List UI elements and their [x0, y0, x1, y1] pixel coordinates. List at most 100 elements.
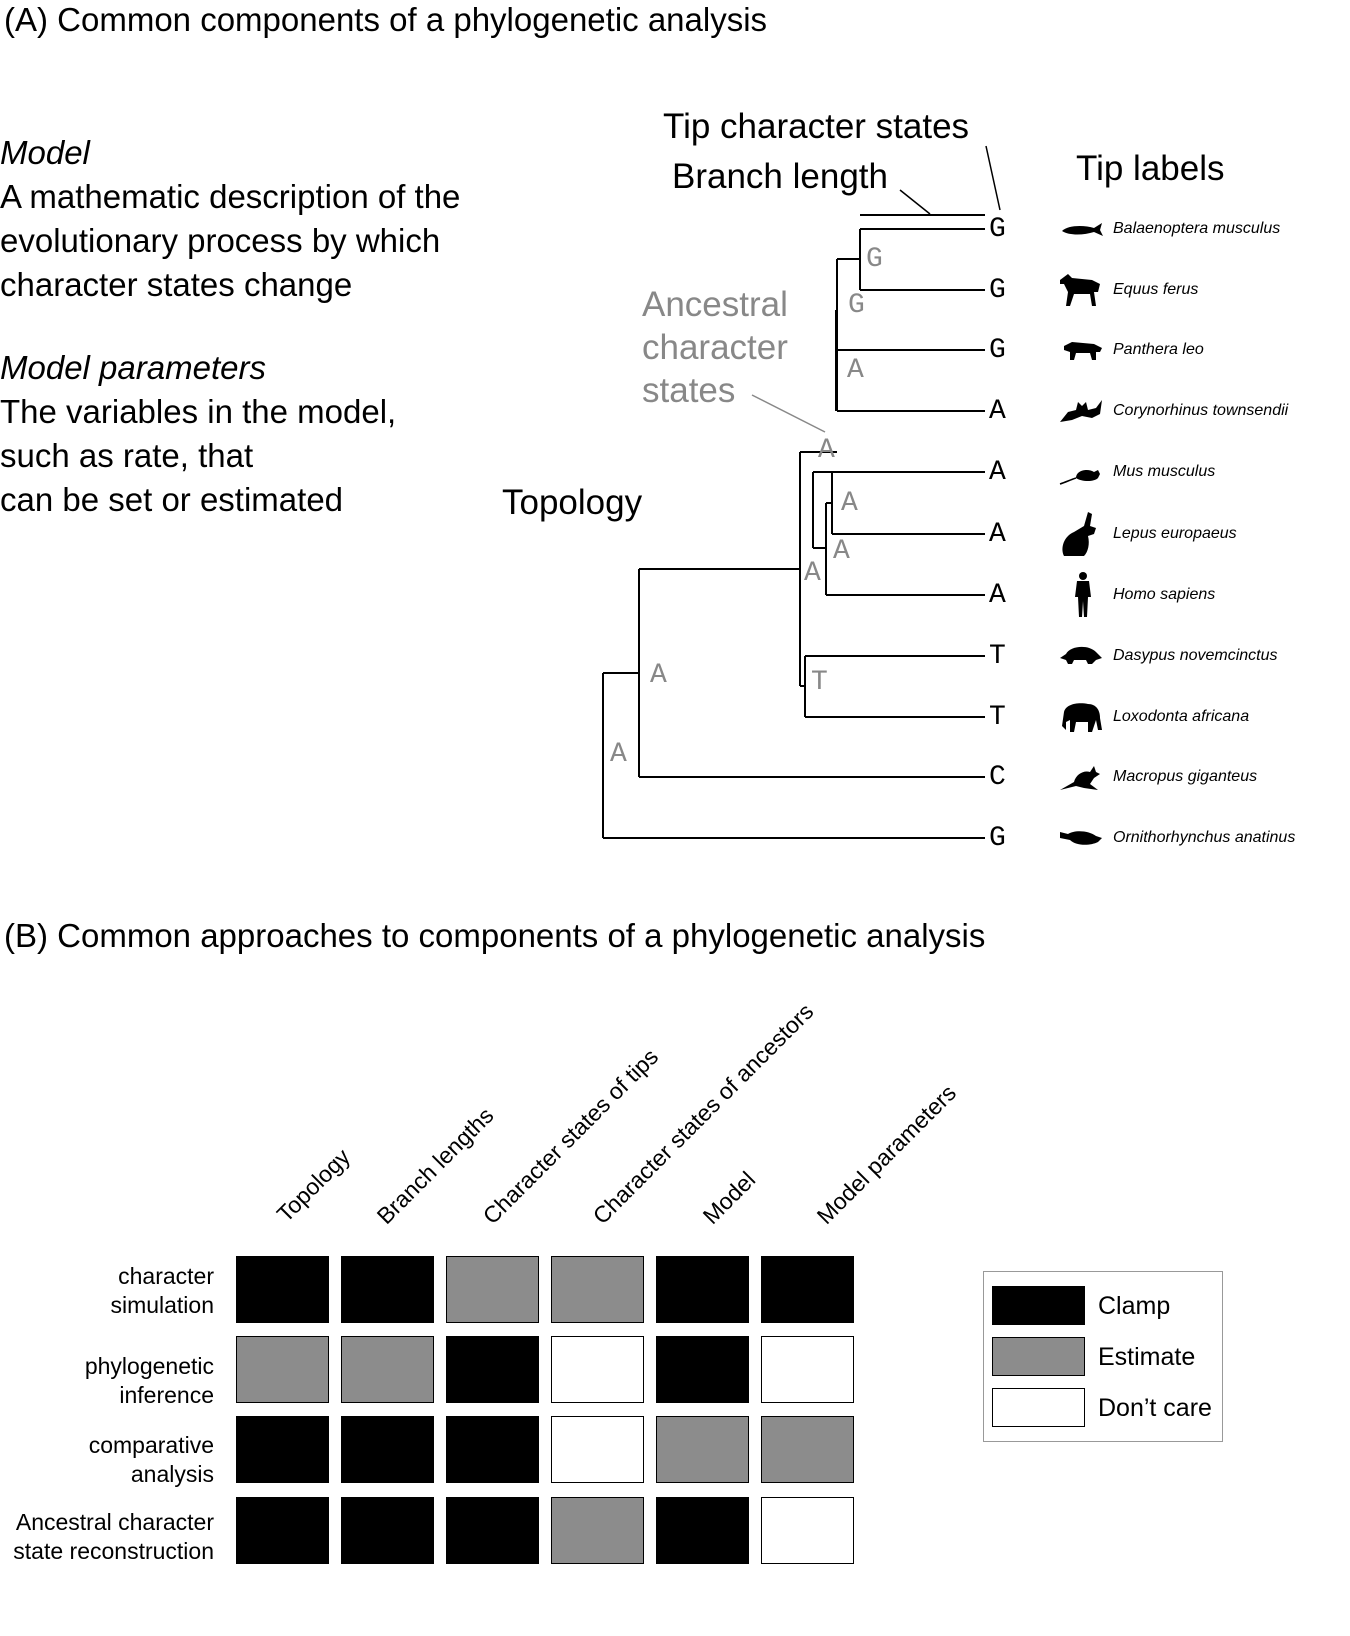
tip-state: A — [989, 580, 1006, 611]
column-header-topology: Topology — [271, 1143, 356, 1227]
tip-state: A — [989, 396, 1006, 427]
grid-cell-clamp — [656, 1256, 749, 1323]
grid-cell-clamp — [236, 1256, 329, 1323]
ancestral-state: A — [847, 355, 864, 386]
tip-label: Homo sapiens — [1113, 586, 1216, 603]
grid-cell-estimate — [341, 1336, 434, 1403]
row-header-line: Ancestral character — [15, 1509, 214, 1535]
row-header-character-simulation: character simulation — [110, 1262, 214, 1320]
grid-cell-estimate — [761, 1416, 854, 1483]
grid-cell-estimate — [551, 1497, 644, 1564]
branch-length-label: Branch length — [672, 157, 888, 196]
model-desc-line: character states change — [0, 266, 353, 303]
ancestral-state: A — [841, 488, 858, 519]
tip-label: Dasypus novemcinctus — [1113, 647, 1278, 664]
row-header-line: comparative — [88, 1432, 214, 1458]
branch-length-pointer — [899, 189, 931, 215]
tip-label: Mus musculus — [1113, 463, 1216, 480]
topology-label: Topology — [502, 483, 643, 522]
ancestral-label-line: states — [642, 371, 736, 410]
row-header-line: character — [118, 1263, 214, 1289]
grid-cell-estimate — [446, 1256, 539, 1323]
model-desc-line: A mathematic description of the — [0, 178, 461, 215]
column-header-ancestor-states: Character states of ancestors — [587, 998, 819, 1229]
phylogenetic-tree — [602, 145, 1001, 839]
tip-state: G — [989, 214, 1006, 245]
grid-cell-clamp — [341, 1256, 434, 1323]
elephant-icon — [1062, 703, 1102, 732]
legend-label-dontcare: Don’t care — [1098, 1394, 1212, 1422]
row-header-ancestral-reconstruction: Ancestral character state reconstruction — [13, 1508, 214, 1566]
tip-label: Equus ferus — [1113, 281, 1199, 298]
tip-label: Balaenoptera musculus — [1113, 220, 1281, 237]
model-definition: Model A mathematic description of the ev… — [0, 131, 460, 307]
grid-cell-estimate — [656, 1416, 749, 1483]
horse-icon — [1060, 274, 1100, 306]
tip-label: Lepus europaeus — [1113, 525, 1237, 542]
model-parameters-definition: Model parameters The variables in the mo… — [0, 346, 396, 522]
tip-label: Macropus giganteus — [1113, 768, 1258, 785]
grid-cell-clamp — [656, 1497, 749, 1564]
row-header-comparative-analysis: comparative analysis — [89, 1431, 214, 1489]
panel-a-title: (A) Common components of a phylogenetic … — [4, 1, 768, 38]
grid-cell-clamp — [761, 1256, 854, 1323]
params-desc-line: can be set or estimated — [0, 481, 344, 518]
ancestral-state: A — [818, 435, 835, 466]
grid-cell-dontcare — [551, 1416, 644, 1483]
tip-state: T — [989, 702, 1006, 733]
human-icon — [1075, 572, 1091, 617]
model-term: Model — [0, 134, 90, 171]
grid-cell-estimate — [236, 1336, 329, 1403]
kangaroo-icon — [1060, 766, 1100, 790]
grid-cell-clamp — [236, 1416, 329, 1483]
tip-character-states-label: Tip character states — [663, 107, 970, 146]
ancestral-character-states-label: Ancestral character states — [642, 283, 788, 412]
ancestral-label-line: Ancestral — [642, 285, 788, 324]
tip-label: Panthera leo — [1113, 341, 1204, 358]
column-header-model-parameters: Model parameters — [811, 1079, 962, 1229]
row-header-line: phylogenetic — [84, 1353, 214, 1379]
ancestral-states-pointer — [751, 394, 826, 433]
grid-cell-clamp — [236, 1497, 329, 1564]
row-header-line: analysis — [130, 1461, 214, 1487]
row-header-line: simulation — [110, 1292, 214, 1318]
tip-state: T — [989, 641, 1006, 672]
tip-states-pointer — [985, 145, 1001, 211]
legend-label-estimate: Estimate — [1098, 1343, 1196, 1371]
ancestral-label-line: character — [642, 328, 788, 367]
tip-state: G — [989, 335, 1006, 366]
platypus-icon — [1060, 831, 1102, 845]
ancestral-state: A — [804, 558, 821, 589]
legend-swatch-estimate — [992, 1337, 1085, 1376]
ancestral-state: G — [866, 244, 883, 275]
grid-cell-clamp — [656, 1336, 749, 1403]
ancestral-state: G — [848, 290, 865, 321]
tip-state: A — [989, 457, 1006, 488]
model-desc-line: evolutionary process by which — [0, 222, 441, 259]
bat-icon — [1060, 400, 1102, 422]
grid-cell-estimate — [551, 1256, 644, 1323]
lion-icon — [1064, 342, 1102, 360]
tip-label: Ornithorhynchus anatinus — [1113, 829, 1296, 846]
legend-swatch-clamp — [992, 1286, 1085, 1325]
column-header-tip-states: Character states of tips — [477, 1043, 664, 1229]
panel-b-title: (B) Common approaches to components of a… — [4, 917, 986, 954]
params-desc-line: such as rate, that — [0, 437, 254, 474]
legend — [983, 1271, 1223, 1442]
grid-cell-clamp — [446, 1416, 539, 1483]
grid-cell-clamp — [341, 1497, 434, 1564]
row-header-phylogenetic-inference: phylogenetic inference — [85, 1352, 214, 1410]
ancestral-state: T — [811, 667, 828, 698]
grid-cell-clamp — [341, 1416, 434, 1483]
grid-cell-clamp — [446, 1336, 539, 1403]
ancestral-state: A — [610, 739, 627, 770]
tip-state: A — [989, 519, 1006, 550]
legend-swatch-dontcare — [992, 1388, 1085, 1427]
hare-icon — [1062, 512, 1096, 556]
tip-state: G — [989, 823, 1006, 854]
row-header-line: state reconstruction — [13, 1538, 214, 1564]
row-header-line: inference — [119, 1382, 214, 1408]
tip-label: Corynorhinus townsendii — [1113, 402, 1289, 419]
legend-label-clamp: Clamp — [1098, 1292, 1171, 1320]
grid-cell-dontcare — [761, 1497, 854, 1564]
